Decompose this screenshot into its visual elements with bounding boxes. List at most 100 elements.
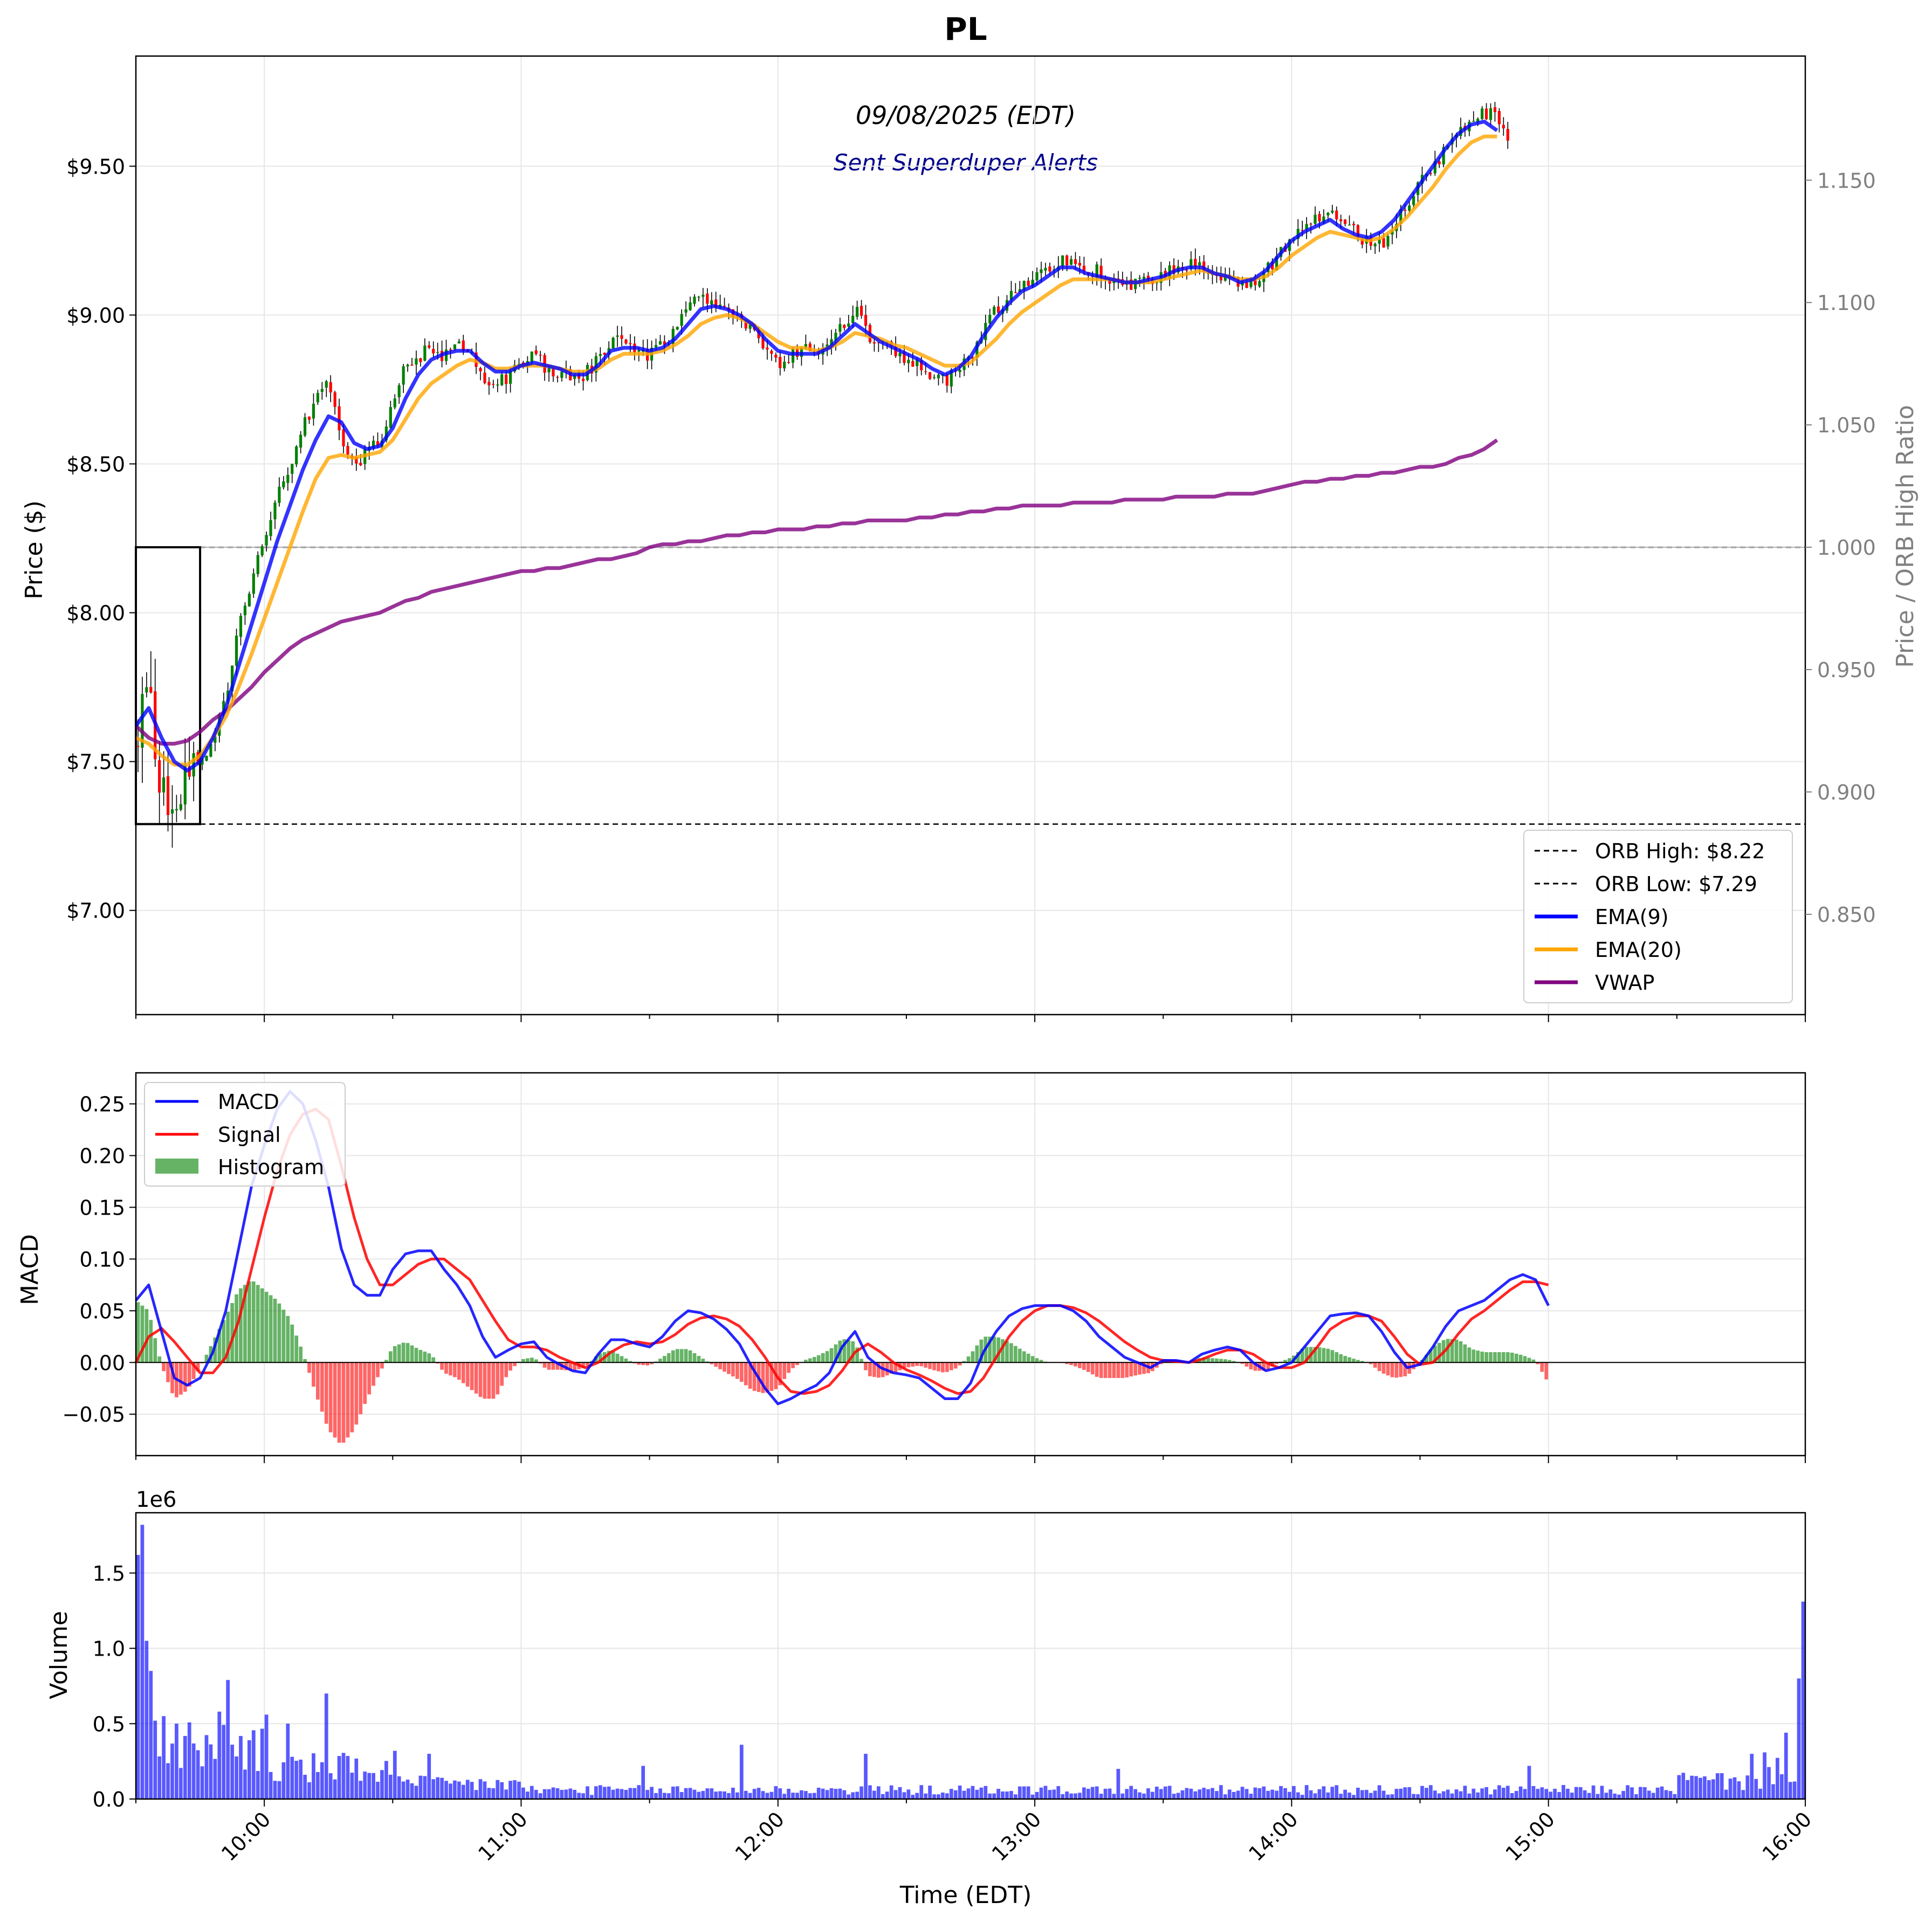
- histogram-bar-positive: [1450, 1339, 1454, 1363]
- candle-body: [492, 384, 495, 385]
- volume-bar: [534, 1790, 538, 1799]
- ratio-tick-label: 0.950: [1817, 658, 1876, 682]
- histogram-bar-positive: [860, 1359, 863, 1363]
- volume-bar: [1694, 1776, 1698, 1799]
- macd-ytick-label: 0.15: [79, 1196, 125, 1219]
- histogram-bar-positive: [1459, 1341, 1463, 1363]
- histogram-bar-negative: [1262, 1362, 1266, 1371]
- volume-bar: [247, 1740, 251, 1799]
- alert-subtitle: Sent Superduper Alerts: [834, 149, 1098, 176]
- volume-bar: [384, 1761, 388, 1799]
- histogram-bar-positive: [204, 1354, 209, 1363]
- histogram-bar-positive: [1223, 1359, 1227, 1363]
- volume-bar: [958, 1786, 962, 1799]
- volume-bar: [1544, 1789, 1549, 1799]
- candle-body: [971, 357, 974, 359]
- volume-bar: [864, 1754, 868, 1799]
- volume-bar: [1630, 1787, 1634, 1799]
- histogram-bar-positive: [256, 1285, 260, 1363]
- histogram-bar-negative: [1065, 1362, 1069, 1364]
- volume-bar: [663, 1793, 666, 1799]
- candle-body: [1386, 236, 1390, 247]
- histogram-bar-positive: [1433, 1345, 1437, 1363]
- candle-body: [1318, 213, 1321, 222]
- volume-bar: [945, 1793, 949, 1799]
- volume-bar: [898, 1787, 902, 1799]
- histogram-bar-negative: [196, 1362, 200, 1371]
- candle-body: [307, 416, 311, 420]
- volume-bar: [470, 1782, 474, 1799]
- volume-bar: [915, 1793, 919, 1799]
- volume-bar: [440, 1777, 444, 1799]
- histogram-bar-positive: [1531, 1359, 1536, 1363]
- volume-bar: [1185, 1788, 1189, 1799]
- candle-body: [637, 350, 641, 352]
- volume-bar: [1176, 1793, 1180, 1799]
- volume-bar: [1489, 1794, 1493, 1799]
- histogram-bar-negative: [1120, 1362, 1125, 1379]
- candle-body: [1245, 282, 1248, 288]
- volume-bar: [1291, 1786, 1296, 1799]
- volume-bar: [517, 1781, 521, 1799]
- candle-body: [496, 384, 499, 386]
- volume-bar: [444, 1781, 448, 1799]
- volume-bar: [1514, 1791, 1518, 1799]
- histogram-bar-positive: [1347, 1357, 1351, 1363]
- histogram-bar-negative: [1069, 1362, 1073, 1366]
- candle-body: [1309, 223, 1312, 225]
- candle-body: [1254, 280, 1257, 285]
- histogram-bar-negative: [1129, 1362, 1133, 1377]
- histogram-bar-negative: [1078, 1362, 1082, 1368]
- histogram-bar-negative: [641, 1362, 645, 1366]
- candle-body: [1442, 147, 1445, 165]
- histogram-bar-positive: [290, 1324, 294, 1363]
- volume-bar: [628, 1788, 632, 1799]
- volume-bar: [778, 1788, 782, 1799]
- candle-body: [624, 339, 628, 344]
- volume-bar: [1626, 1785, 1630, 1799]
- candle-body: [1497, 111, 1501, 125]
- candle-body: [1412, 196, 1415, 205]
- histogram-bar-positive: [1493, 1352, 1497, 1363]
- volume-bar: [787, 1788, 790, 1799]
- volume-bar: [902, 1792, 906, 1799]
- volume-bar: [723, 1791, 726, 1799]
- histogram-bar-positive: [239, 1288, 243, 1363]
- candle-body: [830, 339, 833, 346]
- candle-body: [864, 315, 868, 326]
- histogram-bar-positive: [269, 1295, 273, 1363]
- candle-body: [1044, 267, 1047, 271]
- histogram-bar-positive: [996, 1337, 1000, 1363]
- volume-bar: [178, 1768, 183, 1799]
- histogram-bar-positive: [1313, 1347, 1317, 1363]
- candle-body: [1301, 230, 1304, 231]
- histogram-bar-positive: [260, 1288, 264, 1363]
- histogram-bar-negative: [568, 1362, 573, 1371]
- histogram-bar-positive: [855, 1347, 859, 1363]
- volume-bar: [359, 1781, 363, 1799]
- histogram-bar-negative: [911, 1362, 915, 1367]
- histogram-bar-positive: [294, 1335, 299, 1363]
- candle-body: [1258, 281, 1261, 287]
- volume-bar: [1116, 1769, 1120, 1799]
- volume-bar: [654, 1793, 658, 1799]
- legend-orb-low: ORB Low: $7.29: [1595, 872, 1757, 896]
- volume-bar: [1472, 1788, 1476, 1799]
- volume-bar: [1420, 1786, 1424, 1799]
- volume-bar: [1745, 1775, 1750, 1799]
- candle-body: [359, 463, 362, 466]
- histogram-bar-positive: [393, 1346, 397, 1363]
- candle-body: [423, 346, 427, 361]
- candle-body: [1404, 210, 1407, 211]
- volume-bar: [273, 1781, 277, 1799]
- volume-bar: [333, 1779, 337, 1799]
- candle-body: [928, 372, 932, 379]
- volume-bar: [341, 1753, 346, 1799]
- volume-bar: [645, 1790, 650, 1799]
- candle-body: [1433, 161, 1436, 174]
- candle-body: [680, 314, 683, 326]
- volume-bar: [1172, 1794, 1176, 1799]
- volume-bar: [226, 1680, 230, 1799]
- candle-body: [415, 358, 418, 365]
- histogram-bar-positive: [666, 1353, 671, 1363]
